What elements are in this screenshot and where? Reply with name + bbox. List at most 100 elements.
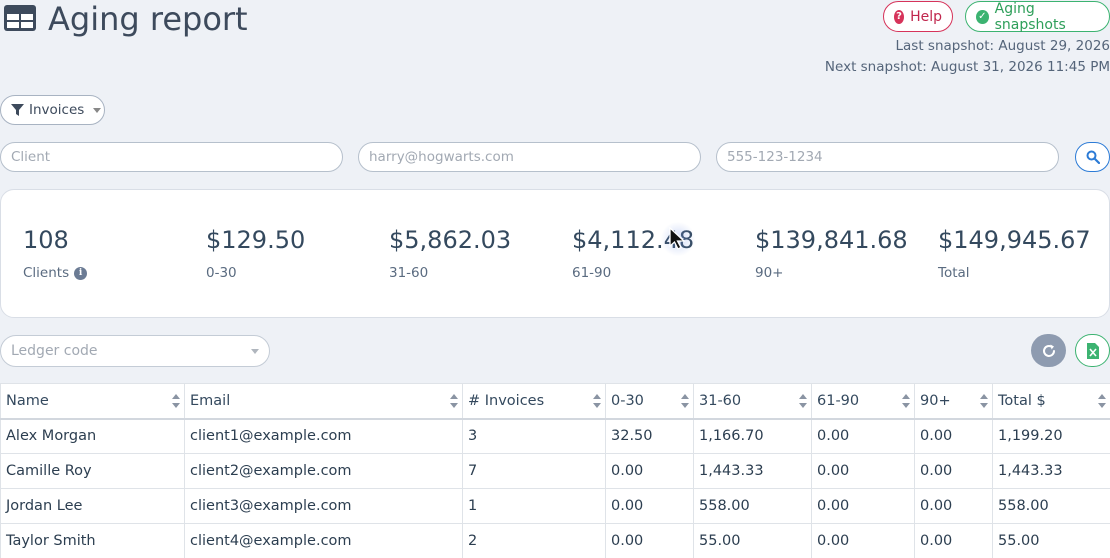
search-button[interactable] bbox=[1075, 142, 1110, 172]
summary-stats-card: 108 Clients i $129.50 0-30 $5,862.03 31-… bbox=[0, 189, 1110, 318]
cell-90-plus: 0.00 bbox=[914, 418, 993, 454]
column-header-label: Name bbox=[6, 392, 49, 409]
column-header-label: Total $ bbox=[998, 392, 1046, 409]
column-header-label: # Invoices bbox=[468, 392, 545, 409]
stat-clients: 108 Clients i bbox=[23, 225, 88, 281]
cell-0-30: 0.00 bbox=[605, 523, 694, 558]
cell-name: Alex Morgan bbox=[0, 418, 185, 454]
sort-icon bbox=[172, 394, 180, 408]
ledger-code-placeholder: Ledger code bbox=[11, 343, 98, 359]
cell-email: client1@example.com bbox=[184, 418, 463, 454]
cell-name: Camille Roy bbox=[0, 453, 185, 489]
help-button-label: Help bbox=[910, 8, 942, 25]
aging-snapshots-button[interactable]: ✓ Aging snapshots bbox=[965, 1, 1110, 33]
stat-90-plus: $139,841.68 90+ bbox=[755, 225, 908, 281]
column-header-invoices[interactable]: # Invoices bbox=[462, 383, 606, 419]
refresh-icon bbox=[1042, 344, 1055, 357]
column-header-label: 61-90 bbox=[817, 392, 860, 409]
last-snapshot-text: Last snapshot: August 29, 2026 bbox=[895, 38, 1110, 54]
cell-31-60: 55.00 bbox=[693, 523, 812, 558]
stat-value: $129.50 bbox=[206, 226, 306, 254]
sort-icon bbox=[799, 394, 807, 408]
client-search-input[interactable] bbox=[0, 142, 343, 172]
table-header-row: Name Email # Invoices 0-30 31-60 61-90 9… bbox=[0, 383, 1110, 419]
stat-0-30: $129.50 0-30 bbox=[206, 225, 305, 281]
cell-name: Taylor Smith bbox=[0, 523, 185, 558]
cell-31-60: 1,166.70 bbox=[693, 418, 812, 454]
cell-email: client4@example.com bbox=[184, 523, 463, 558]
ledger-code-select[interactable]: Ledger code bbox=[0, 335, 270, 367]
invoices-filter-dropdown[interactable]: Invoices bbox=[0, 95, 105, 125]
column-header-31-60[interactable]: 31-60 bbox=[693, 383, 812, 419]
column-header-name[interactable]: Name bbox=[0, 383, 185, 419]
cell-90-plus: 0.00 bbox=[914, 453, 993, 489]
email-search-input[interactable] bbox=[358, 142, 701, 172]
table-row[interactable]: Jordan Lee client3@example.com 1 0.00 55… bbox=[0, 488, 1110, 524]
table-row[interactable]: Camille Roy client2@example.com 7 0.00 1… bbox=[0, 453, 1110, 489]
cell-0-30: 0.00 bbox=[605, 488, 694, 524]
cell-invoices: 7 bbox=[462, 453, 606, 489]
mouse-cursor-icon bbox=[669, 227, 686, 250]
cell-31-60: 558.00 bbox=[693, 488, 812, 524]
sort-icon bbox=[593, 394, 601, 408]
invoices-filter-label: Invoices bbox=[29, 102, 85, 118]
cell-61-90: 0.00 bbox=[811, 418, 915, 454]
phone-search-input[interactable] bbox=[716, 142, 1059, 172]
stat-label: Clients bbox=[23, 265, 70, 281]
column-header-90-plus[interactable]: 90+ bbox=[914, 383, 993, 419]
check-circle-icon: ✓ bbox=[976, 9, 989, 24]
caret-down-icon bbox=[251, 349, 259, 354]
question-circle-icon: ? bbox=[894, 9, 905, 24]
sort-icon bbox=[450, 394, 458, 408]
excel-file-icon bbox=[1086, 342, 1099, 359]
stat-value: $149,945.67 bbox=[938, 226, 1091, 254]
stat-label-wrap: Clients i bbox=[23, 265, 88, 281]
column-header-label: 0-30 bbox=[611, 392, 644, 409]
cell-total: 55.00 bbox=[992, 523, 1110, 558]
column-header-email[interactable]: Email bbox=[184, 383, 463, 419]
stat-label: 31-60 bbox=[389, 265, 429, 281]
cell-invoices: 3 bbox=[462, 418, 606, 454]
column-header-total[interactable]: Total $ bbox=[992, 383, 1110, 419]
grid-icon bbox=[4, 5, 36, 31]
column-header-label: 90+ bbox=[920, 392, 951, 409]
cell-31-60: 1,443.33 bbox=[693, 453, 812, 489]
cell-90-plus: 0.00 bbox=[914, 523, 993, 558]
cell-total: 558.00 bbox=[992, 488, 1110, 524]
page-title: Aging report bbox=[48, 0, 248, 38]
column-header-0-30[interactable]: 0-30 bbox=[605, 383, 694, 419]
cell-name: Jordan Lee bbox=[0, 488, 185, 524]
sort-icon bbox=[902, 394, 910, 408]
table-row[interactable]: Alex Morgan client1@example.com 3 32.50 … bbox=[0, 418, 1110, 454]
cell-90-plus: 0.00 bbox=[914, 488, 993, 524]
refresh-button[interactable] bbox=[1031, 334, 1066, 367]
stat-label: 90+ bbox=[755, 265, 784, 281]
stat-label: 61-90 bbox=[572, 265, 612, 281]
cell-total: 1,443.33 bbox=[992, 453, 1110, 489]
excel-export-button[interactable] bbox=[1075, 334, 1110, 367]
stat-value: 108 bbox=[23, 226, 69, 254]
cell-total: 1,199.20 bbox=[992, 418, 1110, 454]
stat-31-60: $5,862.03 31-60 bbox=[389, 225, 511, 281]
next-snapshot-text: Next snapshot: August 31, 2026 11:45 PM bbox=[824, 59, 1110, 75]
cell-email: client3@example.com bbox=[184, 488, 463, 524]
cell-61-90: 0.00 bbox=[811, 488, 915, 524]
stat-value: $139,841.68 bbox=[755, 226, 908, 254]
cell-0-30: 0.00 bbox=[605, 453, 694, 489]
cell-61-90: 0.00 bbox=[811, 523, 915, 558]
info-icon[interactable]: i bbox=[74, 266, 88, 280]
stat-value: $5,862.03 bbox=[389, 226, 512, 254]
table-row[interactable]: Taylor Smith client4@example.com 2 0.00 … bbox=[0, 523, 1110, 558]
caret-down-icon bbox=[93, 107, 102, 113]
stat-label: 0-30 bbox=[206, 265, 237, 281]
stat-total: $149,945.67 Total bbox=[938, 225, 1091, 281]
sort-icon bbox=[681, 394, 689, 408]
column-header-label: Email bbox=[190, 392, 231, 409]
cell-61-90: 0.00 bbox=[811, 453, 915, 489]
sort-icon bbox=[980, 394, 988, 408]
column-header-label: 31-60 bbox=[699, 392, 742, 409]
help-button[interactable]: ? Help bbox=[883, 1, 953, 32]
cell-invoices: 1 bbox=[462, 488, 606, 524]
column-header-61-90[interactable]: 61-90 bbox=[811, 383, 915, 419]
search-icon bbox=[1086, 150, 1100, 164]
